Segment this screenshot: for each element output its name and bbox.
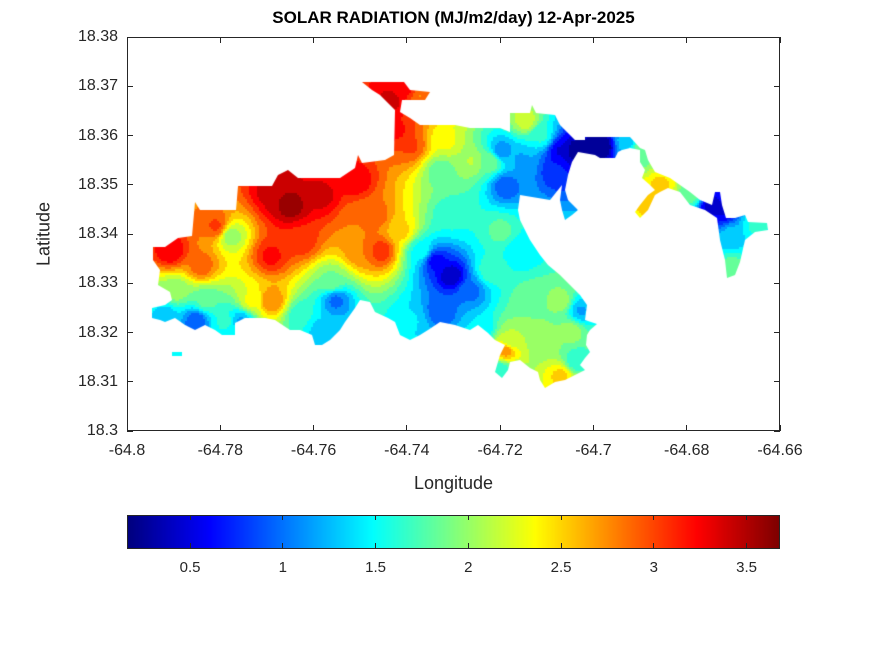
colorbar-tick-mark xyxy=(746,543,748,548)
x-tick-mark xyxy=(779,37,781,43)
y-tick-label: 18.35 xyxy=(77,175,118,193)
y-tick-label: 18.36 xyxy=(77,126,118,144)
colorbar-tick-label: 3 xyxy=(649,559,659,576)
y-tick-mark xyxy=(774,36,780,38)
colorbar-tick-mark xyxy=(282,515,284,520)
x-tick-mark xyxy=(406,37,408,43)
colorbar-tick-mark xyxy=(282,543,284,548)
colorbar-tick-label: 0.5 xyxy=(179,559,201,576)
colorbar-tick-mark xyxy=(375,515,377,520)
y-tick-mark xyxy=(774,233,780,235)
y-tick-label: 18.37 xyxy=(77,77,118,95)
x-tick-mark xyxy=(126,425,128,431)
colorbar-tick-mark xyxy=(467,515,469,520)
y-tick-label: 18.32 xyxy=(77,323,118,341)
x-tick-mark xyxy=(779,425,781,431)
x-tick-mark xyxy=(686,425,688,431)
chart-title: SOLAR RADIATION (MJ/m2/day) 12-Apr-2025 xyxy=(272,8,635,27)
solar-radiation-contour-map xyxy=(127,37,780,431)
colorbar-tick-label: 1 xyxy=(278,559,287,576)
colorbar-tick-mark xyxy=(560,543,562,548)
y-tick-label: 18.3 xyxy=(86,422,118,439)
colorbar-tick-mark xyxy=(375,543,377,548)
y-tick-mark xyxy=(774,282,780,284)
y-tick-mark xyxy=(774,430,780,432)
x-tick-mark xyxy=(406,425,408,431)
y-tick-mark xyxy=(127,233,133,235)
y-tick-label: 18.34 xyxy=(77,225,118,242)
x-tick-label: -64.7 xyxy=(575,442,612,459)
y-tick-mark xyxy=(127,430,133,432)
y-tick-label: 18.33 xyxy=(77,274,118,292)
x-tick-label: -64.74 xyxy=(384,442,430,459)
colorbar-tick-mark xyxy=(746,515,748,520)
colorbar-tick-mark xyxy=(653,515,655,520)
y-tick-mark xyxy=(774,381,780,383)
y-tick-mark xyxy=(774,184,780,186)
y-tick-mark xyxy=(774,135,780,136)
colorbar xyxy=(127,515,780,549)
x-tick-mark xyxy=(686,37,688,43)
x-tick-mark xyxy=(499,37,501,43)
colorbar-tick-mark xyxy=(189,515,191,520)
y-tick-mark xyxy=(774,332,780,333)
x-tick-label: -64.76 xyxy=(290,442,337,459)
plot-axes xyxy=(127,37,780,431)
x-tick-label: -64.68 xyxy=(664,442,710,459)
x-tick-mark xyxy=(313,425,315,431)
colorbar-tick-mark xyxy=(653,543,655,548)
x-axis-label: Longitude xyxy=(413,473,494,493)
x-tick-mark xyxy=(499,425,501,431)
colorbar-tick-label: 1.5 xyxy=(365,559,387,576)
x-tick-mark xyxy=(219,37,221,43)
y-tick-mark xyxy=(127,332,133,333)
x-tick-mark xyxy=(592,425,594,431)
x-tick-label: -64.72 xyxy=(477,442,523,459)
y-tick-mark xyxy=(127,282,133,284)
y-tick-mark xyxy=(127,135,133,136)
y-tick-mark xyxy=(127,85,133,87)
y-tick-label: 18.31 xyxy=(77,372,118,390)
x-tick-label: -64.8 xyxy=(108,442,146,459)
y-tick-mark xyxy=(127,381,133,383)
colorbar-tick-label: 2.5 xyxy=(550,559,572,576)
y-tick-mark xyxy=(127,184,133,186)
colorbar-tick-mark xyxy=(189,543,191,548)
colorbar-tick-mark xyxy=(467,543,469,548)
x-tick-label: -64.78 xyxy=(197,442,243,459)
y-tick-label: 18.38 xyxy=(77,28,118,45)
x-tick-mark xyxy=(592,37,594,43)
x-tick-mark xyxy=(126,37,128,43)
y-tick-mark xyxy=(127,36,133,38)
y-tick-mark xyxy=(774,85,780,87)
x-tick-mark xyxy=(313,37,315,43)
colorbar-tick-label: 3.5 xyxy=(736,559,758,576)
x-tick-label: -64.66 xyxy=(757,442,803,459)
x-tick-mark xyxy=(219,425,221,431)
colorbar-tick-mark xyxy=(560,515,562,520)
colorbar-tick-label: 2 xyxy=(464,559,473,576)
